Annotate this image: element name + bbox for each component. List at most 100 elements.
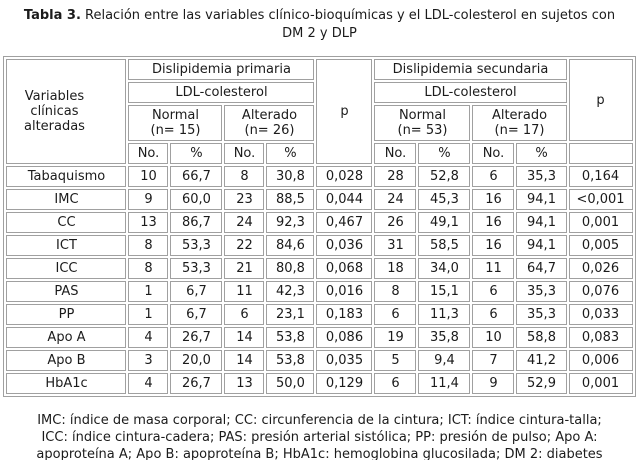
value-cell: 11,4 (418, 373, 471, 394)
no-header: No. (374, 143, 417, 164)
value-cell: 26,7 (170, 327, 223, 348)
table-row: CC 13 86,7 24 92,3 0,467 26 49,1 16 94,1… (6, 212, 633, 233)
value-cell: 66,7 (170, 166, 223, 187)
value-cell: 10 (128, 166, 169, 187)
value-cell: 8 (224, 166, 265, 187)
value-cell: 41,2 (516, 350, 567, 371)
table-row: ICT 8 53,3 22 84,6 0,036 31 58,5 16 94,1… (6, 235, 633, 256)
value-cell: 9,4 (418, 350, 471, 371)
p-value-cell: 0,183 (316, 304, 373, 325)
value-cell: 30,8 (266, 166, 315, 187)
table-caption-text: Relación entre las variables clínico-bio… (85, 8, 616, 41)
value-cell: 16 (472, 189, 515, 210)
value-cell: 53,8 (266, 350, 315, 371)
variable-cell: IMC (6, 189, 127, 210)
value-cell: 15,1 (418, 281, 471, 302)
value-cell: 22 (224, 235, 265, 256)
value-cell: 34,0 (418, 258, 471, 279)
value-cell: 9 (128, 189, 169, 210)
value-cell: 35,3 (516, 304, 567, 325)
col-header-name: Alterado (241, 108, 298, 123)
value-cell: 11 (472, 258, 515, 279)
value-cell: 94,1 (516, 189, 567, 210)
value-cell: 19 (374, 327, 417, 348)
value-cell: 1 (128, 304, 169, 325)
p-value-cell: 0,035 (316, 350, 373, 371)
value-cell: 10 (472, 327, 515, 348)
value-cell: 4 (128, 373, 169, 394)
variable-cell: CC (6, 212, 127, 233)
value-cell: 6 (374, 304, 417, 325)
value-cell: 1 (128, 281, 169, 302)
value-cell: 31 (374, 235, 417, 256)
value-cell: 92,3 (266, 212, 315, 233)
p-value-cell: 0,044 (316, 189, 373, 210)
value-cell: 53,8 (266, 327, 315, 348)
value-cell: 6,7 (170, 281, 223, 302)
variable-cell: Apo A (6, 327, 127, 348)
p-value-cell: 0,129 (316, 373, 373, 394)
value-cell: 8 (128, 258, 169, 279)
pct-header: % (266, 143, 315, 164)
col-header-n: (n= 15) (150, 123, 201, 138)
col-header-primaria-alterado: Alterado (n= 26) (224, 105, 315, 141)
value-cell: 84,6 (266, 235, 315, 256)
empty-header-cell (568, 143, 633, 164)
table-row: Apo A 4 26,7 14 53,8 0,086 19 35,8 10 58… (6, 327, 633, 348)
col-header-primaria-normal: Normal (n= 15) (128, 105, 223, 141)
p-value-cell: 0,016 (316, 281, 373, 302)
group-header-secundaria: Dislipidemia secundaria (374, 59, 567, 80)
value-cell: 16 (472, 235, 515, 256)
p-value-cell: 0,076 (568, 281, 633, 302)
value-cell: 5 (374, 350, 417, 371)
value-cell: 6 (472, 281, 515, 302)
p-value-cell: 0,028 (316, 166, 373, 187)
value-cell: 6,7 (170, 304, 223, 325)
value-cell: 24 (224, 212, 265, 233)
variable-cell: Tabaquismo (6, 166, 127, 187)
variable-cell: ICT (6, 235, 127, 256)
p-value-cell: <0,001 (568, 189, 633, 210)
value-cell: 35,3 (516, 166, 567, 187)
value-cell: 8 (374, 281, 417, 302)
p-header-secundaria: p (568, 59, 633, 141)
value-cell: 80,8 (266, 258, 315, 279)
ldl-header-secundaria: LDL-colesterol (374, 82, 567, 103)
table-row: PAS 1 6,7 11 42,3 0,016 8 15,1 6 35,3 0,… (6, 281, 633, 302)
col-header-secundaria-normal: Normal (n= 53) (374, 105, 471, 141)
p-value-cell: 0,005 (568, 235, 633, 256)
col-header-name: Normal (398, 108, 446, 123)
p-value-cell: 0,001 (568, 373, 633, 394)
abbreviations-footnote: IMC: índice de masa corporal; CC: circun… (36, 413, 603, 460)
p-header-primaria: p (316, 59, 373, 164)
value-cell: 3 (128, 350, 169, 371)
p-value-cell: 0,001 (568, 212, 633, 233)
pct-header: % (516, 143, 567, 164)
value-cell: 6 (374, 373, 417, 394)
value-cell: 86,7 (170, 212, 223, 233)
value-cell: 88,5 (266, 189, 315, 210)
variable-cell: PAS (6, 281, 127, 302)
p-value-cell: 0,083 (568, 327, 633, 348)
group-header-primaria: Dislipidemia primaria (128, 59, 315, 80)
variable-cell: HbA1c (6, 373, 127, 394)
header-row-no-pct: No. % No. % No. % No. % (6, 143, 633, 164)
p-value-cell: 0,033 (568, 304, 633, 325)
p-value-cell: 0,026 (568, 258, 633, 279)
table-row: Apo B 3 20,0 14 53,8 0,035 5 9,4 7 41,2 … (6, 350, 633, 371)
p-value-cell: 0,006 (568, 350, 633, 371)
value-cell: 16 (472, 212, 515, 233)
value-cell: 49,1 (418, 212, 471, 233)
value-cell: 6 (472, 304, 515, 325)
value-cell: 53,3 (170, 235, 223, 256)
value-cell: 11,3 (418, 304, 471, 325)
value-cell: 23,1 (266, 304, 315, 325)
p-value-cell: 0,036 (316, 235, 373, 256)
variable-cell: Apo B (6, 350, 127, 371)
value-cell: 18 (374, 258, 417, 279)
table-caption-label: Tabla 3. (23, 8, 81, 23)
value-cell: 28 (374, 166, 417, 187)
no-header: No. (224, 143, 265, 164)
value-cell: 26,7 (170, 373, 223, 394)
